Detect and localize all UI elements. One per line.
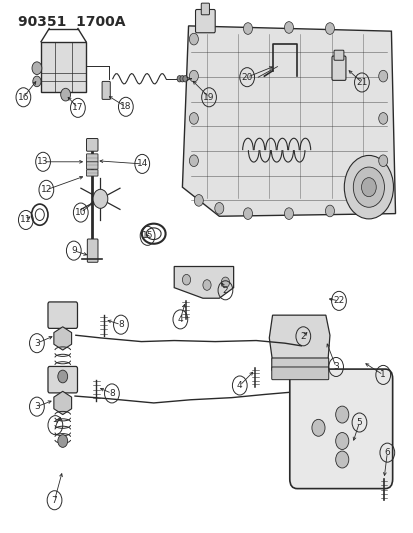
Text: 22: 22 bbox=[332, 296, 344, 305]
Text: 11: 11 bbox=[20, 215, 31, 224]
Circle shape bbox=[189, 33, 198, 45]
FancyBboxPatch shape bbox=[102, 82, 110, 99]
Circle shape bbox=[32, 62, 42, 75]
Text: 3: 3 bbox=[34, 402, 40, 411]
Circle shape bbox=[243, 208, 252, 220]
Circle shape bbox=[177, 76, 182, 82]
Text: 17: 17 bbox=[72, 103, 83, 112]
Text: 12: 12 bbox=[40, 185, 52, 195]
Text: 4: 4 bbox=[236, 381, 242, 390]
Polygon shape bbox=[268, 315, 329, 362]
FancyBboxPatch shape bbox=[87, 239, 98, 262]
FancyBboxPatch shape bbox=[289, 369, 392, 489]
FancyBboxPatch shape bbox=[271, 367, 328, 379]
Circle shape bbox=[189, 155, 198, 166]
Circle shape bbox=[352, 167, 384, 207]
Circle shape bbox=[58, 370, 67, 383]
Text: 4: 4 bbox=[177, 315, 183, 324]
Text: 2: 2 bbox=[222, 286, 228, 295]
Text: 13: 13 bbox=[37, 157, 49, 166]
Polygon shape bbox=[54, 391, 71, 415]
Text: 90351  1700A: 90351 1700A bbox=[19, 15, 126, 29]
Text: 14: 14 bbox=[136, 159, 147, 168]
Text: 1: 1 bbox=[380, 370, 385, 379]
Circle shape bbox=[93, 189, 107, 208]
Text: 9: 9 bbox=[71, 246, 76, 255]
Circle shape bbox=[378, 112, 387, 124]
Circle shape bbox=[378, 155, 387, 166]
Text: 2: 2 bbox=[300, 332, 305, 341]
FancyBboxPatch shape bbox=[86, 154, 98, 163]
FancyBboxPatch shape bbox=[195, 10, 215, 33]
FancyBboxPatch shape bbox=[86, 162, 98, 169]
Text: 16: 16 bbox=[18, 93, 29, 102]
Text: 15: 15 bbox=[142, 231, 153, 240]
FancyBboxPatch shape bbox=[271, 358, 328, 370]
Circle shape bbox=[180, 76, 185, 82]
Circle shape bbox=[284, 208, 293, 220]
Circle shape bbox=[202, 280, 211, 290]
Circle shape bbox=[221, 277, 229, 288]
Circle shape bbox=[335, 406, 348, 423]
Text: 3: 3 bbox=[332, 362, 338, 372]
Text: 5: 5 bbox=[356, 418, 361, 427]
Circle shape bbox=[284, 22, 293, 33]
Circle shape bbox=[33, 76, 41, 87]
Text: 3: 3 bbox=[34, 338, 40, 348]
Polygon shape bbox=[174, 266, 233, 298]
Circle shape bbox=[335, 433, 348, 449]
Text: 7: 7 bbox=[52, 421, 58, 430]
Text: 8: 8 bbox=[118, 320, 123, 329]
Circle shape bbox=[214, 203, 223, 214]
Circle shape bbox=[61, 88, 70, 101]
FancyBboxPatch shape bbox=[48, 302, 77, 328]
Circle shape bbox=[182, 274, 190, 285]
Text: 18: 18 bbox=[120, 102, 131, 111]
FancyBboxPatch shape bbox=[333, 50, 343, 60]
Circle shape bbox=[325, 205, 334, 217]
FancyBboxPatch shape bbox=[86, 169, 98, 176]
Circle shape bbox=[189, 70, 198, 82]
Polygon shape bbox=[182, 26, 394, 216]
Circle shape bbox=[243, 23, 252, 34]
Circle shape bbox=[378, 70, 387, 82]
Text: 7: 7 bbox=[52, 496, 57, 505]
FancyBboxPatch shape bbox=[201, 3, 209, 15]
Circle shape bbox=[344, 156, 392, 219]
Text: 8: 8 bbox=[109, 389, 114, 398]
Text: 21: 21 bbox=[355, 78, 367, 87]
Polygon shape bbox=[54, 327, 71, 350]
FancyBboxPatch shape bbox=[86, 139, 98, 151]
FancyBboxPatch shape bbox=[48, 367, 77, 393]
FancyBboxPatch shape bbox=[41, 42, 86, 92]
Circle shape bbox=[325, 23, 334, 34]
Text: 19: 19 bbox=[203, 93, 214, 102]
Circle shape bbox=[361, 177, 375, 197]
Circle shape bbox=[183, 76, 187, 82]
Circle shape bbox=[194, 195, 203, 206]
Text: 20: 20 bbox=[241, 72, 252, 82]
Circle shape bbox=[189, 112, 198, 124]
FancyBboxPatch shape bbox=[331, 56, 345, 80]
Text: 6: 6 bbox=[384, 448, 389, 457]
Circle shape bbox=[58, 435, 67, 447]
Circle shape bbox=[311, 419, 324, 436]
Text: 10: 10 bbox=[75, 208, 86, 217]
Circle shape bbox=[335, 451, 348, 468]
